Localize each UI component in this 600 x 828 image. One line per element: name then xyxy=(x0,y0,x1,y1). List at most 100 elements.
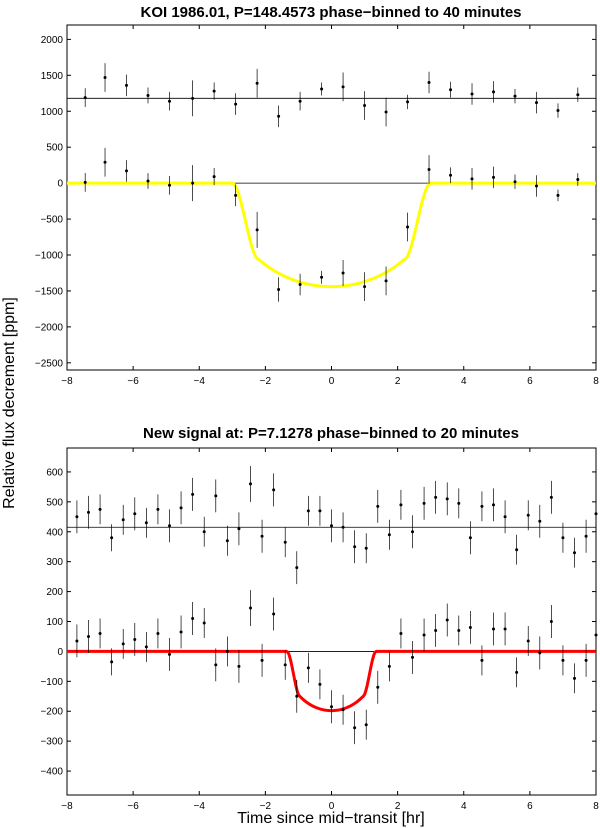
data-point xyxy=(422,633,426,637)
data-point xyxy=(191,181,195,185)
data-point xyxy=(406,100,410,104)
data-point xyxy=(538,651,542,655)
data-point xyxy=(234,102,238,106)
chart-top-plot-area: −8 −6 −4 −2 0 2 4 6 8 −2500 −2000 −1500 −1000 −500 0 50… xyxy=(35,24,599,387)
data-point xyxy=(202,621,206,625)
data-point xyxy=(125,169,129,173)
data-point xyxy=(298,99,302,103)
data-point xyxy=(573,551,577,555)
y-tick-label: −400 xyxy=(40,767,63,778)
y-tick-label: 400 xyxy=(46,527,63,538)
data-point xyxy=(167,652,171,656)
x-tick-label: −6 xyxy=(127,376,139,387)
data-point xyxy=(225,539,229,543)
data-point xyxy=(214,663,218,667)
x-tick-label: 0 xyxy=(329,801,335,812)
data-point xyxy=(427,81,431,84)
x-tick-label: −4 xyxy=(194,376,206,387)
y-tick-label: 500 xyxy=(46,497,63,508)
data-point xyxy=(411,530,415,534)
data-point xyxy=(283,663,287,667)
data-point xyxy=(272,488,276,492)
data-point xyxy=(191,492,195,496)
data-point xyxy=(549,620,553,623)
data-point xyxy=(576,178,580,182)
y-tick-label: 1000 xyxy=(41,107,64,118)
data-point xyxy=(75,515,79,519)
data-point xyxy=(202,530,206,534)
data-point xyxy=(318,509,322,513)
data-point xyxy=(513,94,517,98)
y-tick-label: −2000 xyxy=(35,322,64,333)
data-point xyxy=(320,275,324,279)
x-tick-label: 2 xyxy=(395,376,401,387)
data-point xyxy=(306,509,310,513)
chart-top-panel: KOI 1986.01, P=148.4573 phase−binned to … xyxy=(35,4,599,387)
data-point xyxy=(492,90,496,94)
data-point xyxy=(427,167,431,171)
data-point xyxy=(341,271,345,275)
data-point xyxy=(255,228,259,232)
y-tick-label: 2000 xyxy=(41,35,64,46)
data-point xyxy=(406,225,410,229)
data-point xyxy=(110,660,114,664)
data-point xyxy=(330,524,333,528)
data-point xyxy=(534,101,538,105)
data-point xyxy=(561,658,565,662)
y-tick-label: −100 xyxy=(40,677,63,688)
data-point xyxy=(260,658,264,662)
data-point xyxy=(449,173,453,177)
x-tick-label: −2 xyxy=(260,801,272,812)
data-point xyxy=(384,279,388,283)
data-point xyxy=(133,637,137,641)
data-point xyxy=(330,705,333,709)
x-tick-label: 4 xyxy=(461,376,467,387)
x-tick-label: −2 xyxy=(260,376,272,387)
data-point xyxy=(457,501,461,505)
data-point xyxy=(75,639,79,643)
data-point xyxy=(318,682,322,686)
data-point xyxy=(470,92,474,96)
data-point xyxy=(341,708,345,712)
chart-bottom-frame xyxy=(66,447,597,796)
x-tick-label: −8 xyxy=(61,801,73,812)
data-point xyxy=(144,521,148,525)
data-point xyxy=(445,618,449,622)
data-point xyxy=(556,193,560,197)
y-tick-label: 300 xyxy=(46,557,63,568)
data-point xyxy=(167,524,171,528)
data-point xyxy=(492,175,496,179)
data-point xyxy=(341,525,345,529)
x-tick-label: 0 xyxy=(329,376,335,387)
chart-top-title: KOI 1986.01, P=148.4573 phase−binned to … xyxy=(140,4,521,21)
data-point xyxy=(86,634,90,638)
data-point xyxy=(306,666,310,670)
data-point xyxy=(295,566,299,570)
data-point xyxy=(364,723,368,727)
data-point xyxy=(470,177,474,181)
data-point xyxy=(526,639,530,643)
data-point xyxy=(376,685,380,689)
data-point xyxy=(534,184,538,188)
data-point xyxy=(272,612,276,616)
x-tick-label: −6 xyxy=(127,801,139,812)
data-point xyxy=(191,96,195,100)
data-point xyxy=(83,96,87,100)
data-point xyxy=(594,512,598,516)
data-point xyxy=(277,288,281,291)
data-point xyxy=(248,606,252,610)
x-tick-label: −4 xyxy=(194,801,206,812)
y-tick-label: −300 xyxy=(40,737,63,748)
data-point xyxy=(468,536,472,540)
data-point xyxy=(594,633,598,637)
data-point xyxy=(363,285,367,289)
data-point xyxy=(584,534,588,538)
data-point xyxy=(364,546,368,550)
data-point xyxy=(384,110,388,114)
data-point xyxy=(133,512,137,516)
data-point xyxy=(503,627,507,631)
data-point xyxy=(399,631,403,635)
data-point xyxy=(576,93,580,97)
chart-bottom-plot-area: −8 −6 −4 −2 0 2 4 6 8 −400 −300 −200 −100 0 100 200 300 4… xyxy=(40,447,599,812)
